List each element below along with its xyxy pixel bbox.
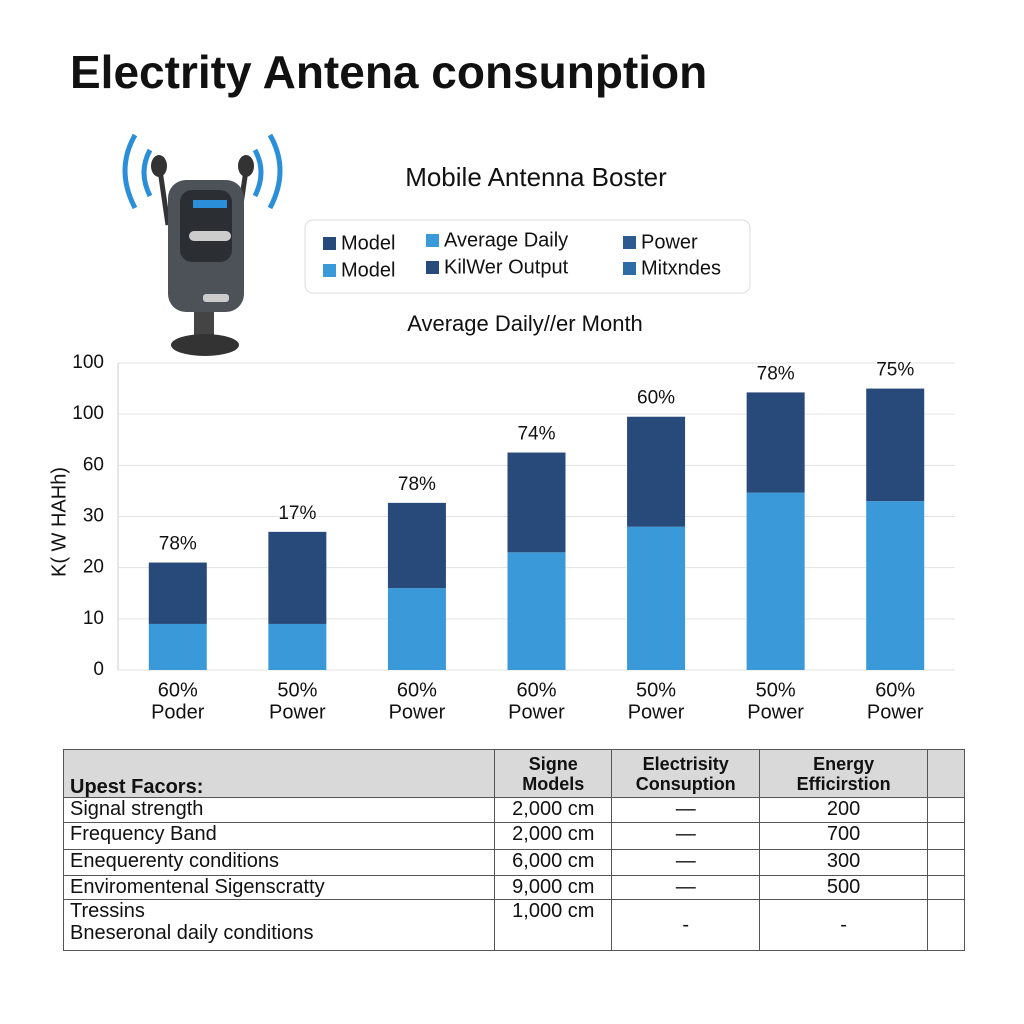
- x-tick-label: 60%: [397, 679, 437, 701]
- bar-label: 78%: [159, 534, 197, 555]
- legend-box: [304, 219, 751, 294]
- table-cell: Enviromentenal Sigenscratty: [62, 875, 496, 900]
- bar-segment: [507, 552, 566, 670]
- x-tick-sublabel: Power: [389, 701, 446, 723]
- bar-segment: [148, 623, 207, 670]
- y-tick-label: 100: [72, 403, 104, 424]
- table-cell: 700: [759, 822, 929, 850]
- table-cell: 2,000 cm: [494, 797, 613, 823]
- bar-segment: [627, 416, 686, 527]
- legend-swatch: [323, 264, 336, 277]
- x-tick-sublabel: Power: [269, 701, 326, 723]
- y-tick-label: 60: [83, 454, 104, 475]
- x-tick-sublabel: Power: [508, 701, 565, 723]
- header-cell: Electrisity Consuption: [611, 749, 761, 798]
- bar-segment: [148, 562, 207, 624]
- legend-swatch: [426, 261, 439, 274]
- table-cell: —: [611, 849, 761, 876]
- table-cell: [927, 797, 965, 823]
- header-cell: Signe Models: [494, 749, 613, 798]
- y-tick-label: 0: [93, 659, 104, 680]
- x-tick-label: 60%: [516, 679, 556, 701]
- antenna-icon: [122, 133, 283, 356]
- legend-label: Model: [341, 232, 395, 254]
- x-tick-sublabel: Power: [628, 701, 685, 723]
- table-cell: —: [611, 822, 761, 850]
- bar-label: 75%: [876, 360, 914, 381]
- table-cell: 9,000 cm: [494, 875, 613, 900]
- table-cell: Tressins Bneseronal daily conditions: [62, 899, 496, 951]
- table-cell: -: [759, 899, 929, 951]
- bar-label: 74%: [517, 424, 555, 445]
- table-cell: —: [611, 797, 761, 823]
- bar-segment: [387, 502, 446, 589]
- page-title: Electrity Antena consunption: [70, 46, 707, 98]
- y-tick-label: 20: [83, 557, 104, 578]
- legend-swatch: [323, 237, 336, 250]
- bar-segment: [268, 623, 327, 670]
- bar-segment: [507, 452, 566, 553]
- bar-segment: [866, 501, 925, 670]
- table-cell: [927, 875, 965, 900]
- bar-segment: [387, 588, 446, 670]
- table-cell: 300: [759, 849, 929, 876]
- chart-subtitle: Mobile Antenna Boster: [405, 162, 667, 192]
- bar-segment: [866, 388, 925, 502]
- table-row: Signal strength 2,000 cm —200: [62, 797, 965, 823]
- y-tick-label: 30: [83, 506, 104, 527]
- legend-label: Power: [641, 231, 698, 253]
- table-cell: Signal strength: [62, 797, 496, 823]
- x-tick-sublabel: Power: [747, 701, 804, 723]
- bar-label: 60%: [637, 388, 675, 409]
- y-tick-label: 10: [83, 608, 104, 629]
- legend-label: Model: [341, 259, 395, 281]
- x-tick-label: 50%: [277, 679, 317, 701]
- table-cell: 6,000 cm: [494, 849, 613, 876]
- header-cell: Energy Efficirstion: [759, 749, 929, 798]
- table-cell: 1,000 cm: [494, 899, 613, 951]
- y-axis-label: K( W HAHh): [48, 467, 70, 577]
- table-cell: [927, 849, 965, 876]
- table-row: Frequency Band 2,000 cm —700: [62, 822, 965, 850]
- factor-table: Upest Facors: Signe Models Electrisity Con…: [62, 749, 965, 951]
- bar-segment: [268, 531, 327, 624]
- table-cell: [927, 822, 965, 850]
- table-row: Enequerenty conditions 6,000 cm —300: [62, 849, 965, 876]
- table-cell: Enequerenty conditions: [62, 849, 496, 876]
- table-cell: —: [611, 875, 761, 900]
- legend-swatch: [623, 262, 636, 275]
- header-cell: [927, 749, 965, 798]
- table-row: Tressins Bneseronal daily conditions 1,00…: [62, 899, 965, 951]
- legend-swatch: [623, 236, 636, 249]
- x-tick-label: 50%: [636, 679, 676, 701]
- table-cell: 2,000 cm: [494, 822, 613, 850]
- table-cell: 200: [759, 797, 929, 823]
- header-cell: Upest Facors:: [62, 749, 496, 798]
- chart-title: Average Daily//er Month: [407, 311, 643, 336]
- bar-label: 78%: [757, 363, 795, 384]
- legend-label: Mitxndes: [641, 257, 721, 279]
- bar-label: 17%: [278, 503, 316, 524]
- legend-swatch: [426, 234, 439, 247]
- bar-label: 78%: [398, 474, 436, 495]
- table-row: Enviromentenal Sigenscratty 9,000 cm —500: [62, 875, 965, 900]
- legend-label: KilWer Output: [444, 256, 569, 278]
- table-cell: [927, 899, 965, 951]
- x-tick-label: 60%: [158, 679, 198, 701]
- table-cell: 500: [759, 875, 929, 900]
- x-tick-sublabel: Power: [867, 701, 924, 723]
- bar-segment: [746, 492, 805, 670]
- table-cell: -: [611, 899, 761, 951]
- x-tick-label: 60%: [875, 679, 915, 701]
- x-tick-label: 50%: [756, 679, 796, 701]
- bar-segment: [746, 392, 805, 493]
- x-tick-sublabel: Poder: [151, 701, 205, 723]
- bar-segment: [627, 526, 686, 670]
- legend-label: Average Daily: [444, 229, 568, 251]
- table-cell: Frequency Band: [62, 822, 496, 850]
- y-tick-label: 100: [72, 352, 104, 373]
